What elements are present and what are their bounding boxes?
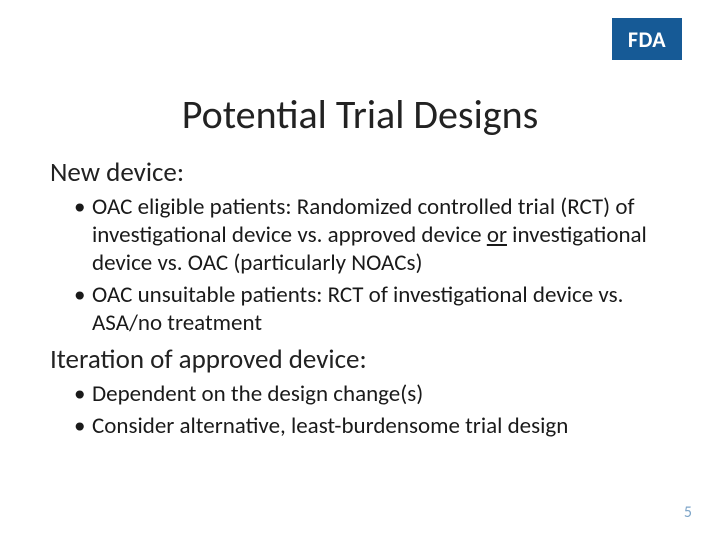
slide-title: Potential Trial Designs (0, 90, 720, 139)
slide: FDA Potential Trial Designs New device: … (0, 0, 720, 540)
bullet-underline: or (487, 221, 507, 249)
section-heading-new-device: New device: (50, 156, 670, 189)
bullet-list-new-device: OAC eligible patients: Randomized contro… (50, 193, 670, 337)
list-item: OAC eligible patients: Randomized contro… (74, 193, 670, 277)
bullet-text: OAC unsuitable patients: RCT of investig… (92, 281, 623, 337)
bullet-list-iteration: Dependent on the design change(s) Consid… (50, 380, 670, 440)
bullet-text: Consider alternative, least-burdensome t… (92, 412, 568, 440)
page-number: 5 (684, 503, 692, 522)
list-item: OAC unsuitable patients: RCT of investig… (74, 281, 670, 337)
fda-logo: FDA (612, 18, 682, 60)
content-area: New device: OAC eligible patients: Rando… (50, 150, 670, 444)
bullet-text: Dependent on the design change(s) (92, 380, 423, 408)
list-item: Consider alternative, least-burdensome t… (74, 412, 670, 440)
fda-logo-text: FDA (628, 26, 666, 53)
section-heading-iteration: Iteration of approved device: (50, 343, 670, 376)
list-item: Dependent on the design change(s) (74, 380, 670, 408)
